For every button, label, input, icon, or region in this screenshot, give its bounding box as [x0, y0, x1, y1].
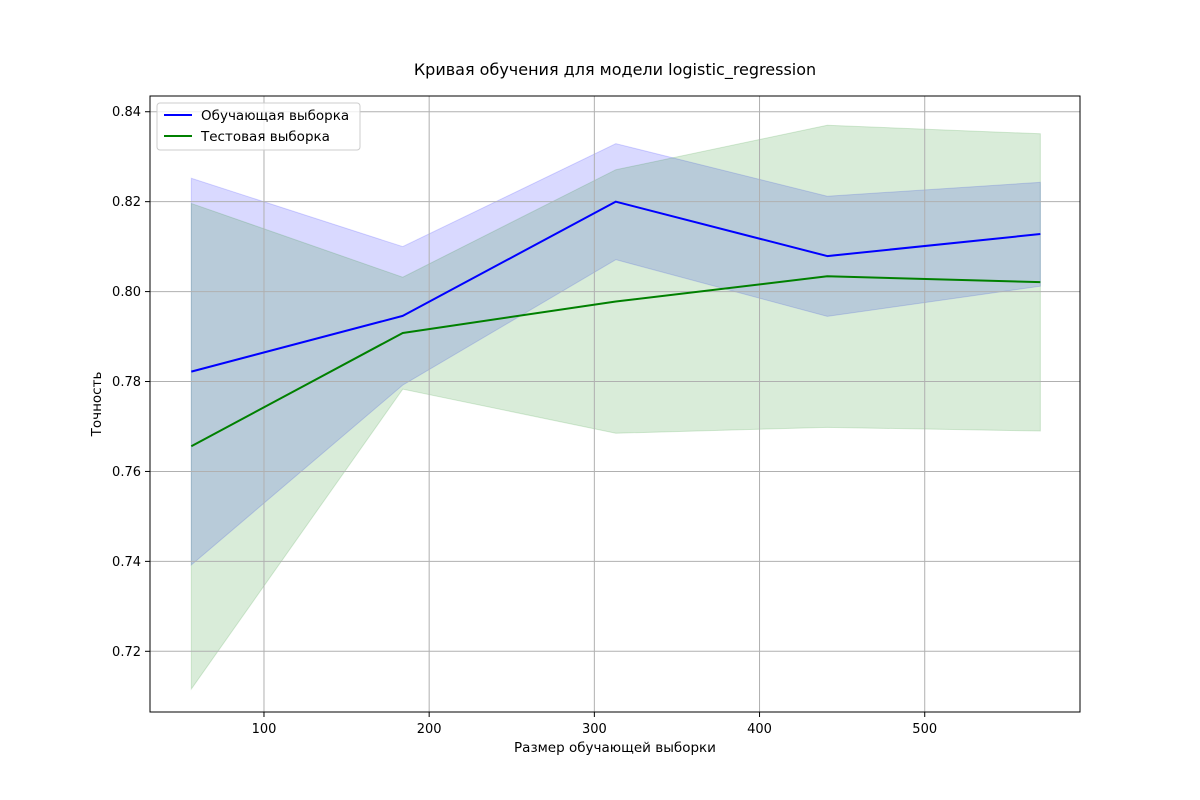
y-tick-label: 0.82: [112, 195, 141, 210]
y-tick-label: 0.78: [112, 375, 141, 390]
legend-box: [156, 102, 361, 151]
y-tick-label: 0.76: [112, 465, 141, 480]
y-tick-label: 0.72: [112, 645, 141, 660]
confidence-bands: [190, 124, 1041, 691]
x-axis-label: Размер обучающей выборки: [514, 740, 716, 756]
series-line-test: [190, 275, 1041, 448]
y-axis-ticks: 0.72 0.74 0.76 0.78 0.80 0.82 0.84: [112, 105, 150, 660]
series-lines: [190, 200, 1041, 448]
legend-label-train: Обучающая выборка: [201, 108, 349, 124]
y-tick-label: 0.80: [112, 285, 141, 300]
confidence-band-test: [190, 124, 1041, 691]
x-tick-label: 300: [582, 722, 607, 737]
confidence-band-train: [190, 143, 1041, 567]
x-axis-ticks: 100 200 300 400 500: [252, 712, 937, 737]
x-tick-label: 500: [912, 722, 937, 737]
plot-frame: [149, 95, 1081, 713]
x-tick-label: 200: [417, 722, 442, 737]
x-tick-label: 100: [252, 722, 277, 737]
chart-title: Кривая обучения для модели logistic_regr…: [414, 60, 816, 80]
y-tick-label: 0.84: [112, 105, 141, 120]
legend-label-test: Тестовая выборка: [200, 129, 330, 145]
series-line-train: [191, 200, 1041, 373]
x-tick-label: 400: [747, 722, 772, 737]
y-tick-label: 0.74: [112, 555, 141, 570]
legend: Обучающая выборка Тестовая выборка: [156, 102, 361, 151]
y-axis-label: Точность: [89, 372, 105, 438]
